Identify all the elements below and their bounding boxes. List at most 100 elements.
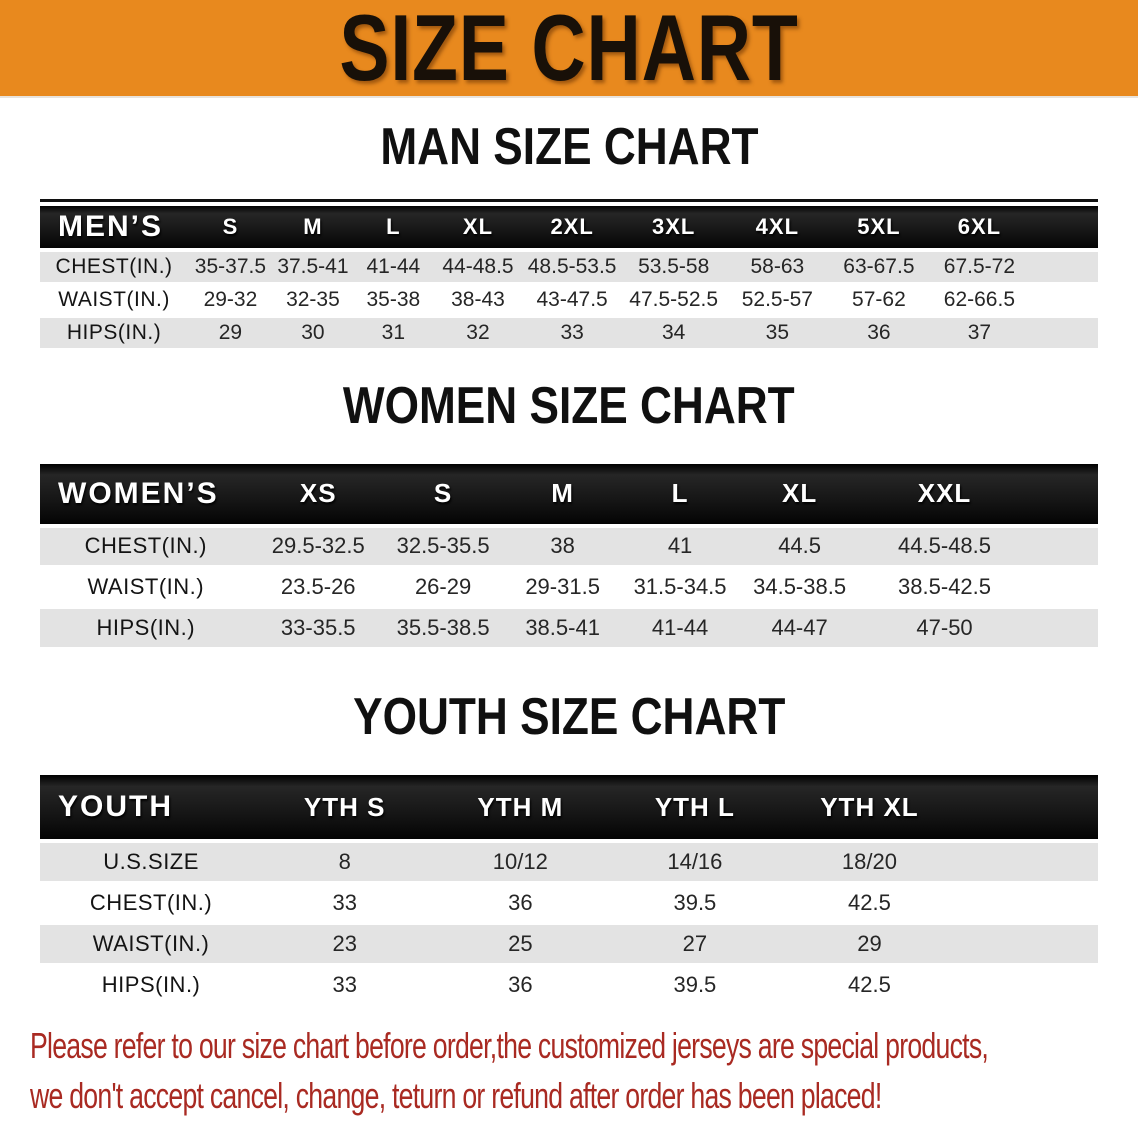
table-header-row: WOMEN’S XS S M L XL XXL [40,463,1098,526]
row-filler-cell [962,882,1098,925]
table-row: U.S.SIZE 8 10/12 14/16 18/20 [40,839,1098,884]
value-cell: 32-35 [272,283,354,318]
value-cell: 42.5 [776,882,963,925]
size-column-header: XS [251,463,385,526]
size-column-header: 6XL [928,206,1031,250]
row-filler-cell [1030,283,1098,318]
table-row: WAIST(IN.) 29-32 32-35 35-38 38-43 43-47.5 47.… [40,283,1098,318]
value-cell: 37.5-41 [272,248,354,285]
size-column-header: YTH M [427,775,614,841]
header-filler-cell [1030,206,1098,250]
value-cell: 48.5-53.5 [522,248,622,285]
value-cell: 29 [776,923,963,966]
value-cell: 62-66.5 [928,283,1031,318]
row-label-cell: WAIST(IN.) [40,923,263,966]
row-label-cell: WAIST(IN.) [40,566,252,609]
size-column-header: 5XL [829,206,929,250]
value-cell: 47.5-52.5 [621,283,726,318]
table-row: CHEST(IN.) 35-37.5 37.5-41 41-44 44-48.5 48.5… [40,248,1098,285]
men-section-heading-text: MAN SIZE CHART [379,118,759,176]
disclaimer-line-2: we don't accept cancel, change, teturn o… [30,1074,882,1116]
youth-section-heading: YOUTH SIZE CHART [0,688,1138,755]
table-row: WAIST(IN.) 23 25 27 29 [40,923,1098,966]
value-cell: 34.5-38.5 [736,566,864,609]
value-cell: 36 [427,882,614,925]
disclaimer-line-1: Please refer to our size chart before or… [30,1024,989,1066]
row-label-cell: CHEST(IN.) [40,248,189,285]
size-column-header: S [384,463,502,526]
size-column-header: XL [736,463,864,526]
row-filler-cell [1026,607,1098,650]
value-cell: 8 [262,839,428,884]
value-cell: 38-43 [433,283,523,318]
value-cell: 31 [353,316,434,351]
men-section-heading: MAN SIZE CHART [0,118,1138,185]
value-cell: 29.5-32.5 [251,523,385,568]
value-cell: 36 [829,316,929,351]
value-cell: 35-37.5 [188,248,273,285]
table-row: HIPS(IN.) 33-35.5 35.5-38.5 38.5-41 41-44 44-… [40,607,1098,650]
value-cell: 29-31.5 [501,566,624,609]
row-label-cell: HIPS(IN.) [40,607,252,650]
value-cell: 29 [188,316,273,351]
row-label-cell: U.S.SIZE [40,839,263,884]
value-cell: 14/16 [613,839,777,884]
value-cell: 33 [262,964,428,1007]
youth-section-heading-text: YOUTH SIZE CHART [352,688,786,746]
size-column-header: S [188,206,273,250]
value-cell: 25 [427,923,614,966]
value-cell: 37 [928,316,1031,351]
value-cell: 31.5-34.5 [623,566,737,609]
value-cell: 32.5-35.5 [384,523,502,568]
value-cell: 36 [427,964,614,1007]
row-filler-cell [1030,316,1098,351]
value-cell: 44-48.5 [433,248,523,285]
header-filler-cell [1026,463,1098,526]
value-cell: 63-67.5 [829,248,929,285]
value-cell: 23 [262,923,428,966]
value-cell: 38 [501,523,624,568]
value-cell: 52.5-57 [725,283,830,318]
value-cell: 38.5-42.5 [863,566,1026,609]
page-title: SIZE CHART [339,0,799,100]
women-section-heading: WOMEN SIZE CHART [0,380,1138,444]
header-filler-cell [962,775,1098,841]
table-title-cell: YOUTH [40,775,263,841]
value-cell: 57-62 [829,283,929,318]
size-column-header: M [501,463,624,526]
youth-section: YOUTH SIZE CHART YOUTH YTH S YTH M YTH L YTH… [0,688,1138,1007]
value-cell: 41-44 [623,607,737,650]
value-cell: 33 [522,316,622,351]
size-column-header: YTH XL [776,775,963,841]
size-column-header: L [353,206,434,250]
value-cell: 38.5-41 [501,607,624,650]
value-cell: 39.5 [613,964,777,1007]
table-row: CHEST(IN.) 29.5-32.5 32.5-35.5 38 41 44.5 44.5… [40,523,1098,568]
value-cell: 27 [613,923,777,966]
table-title-cell: WOMEN’S [40,463,252,526]
men-size-table: MEN’S S M L XL 2XL 3XL 4XL 5XL 6XL CHEST(IN.) 35-37… [40,206,1098,351]
row-filler-cell [1030,248,1098,285]
table-row: HIPS(IN.) 33 36 39.5 42.5 [40,964,1098,1007]
row-filler-cell [962,923,1098,966]
row-label-cell: CHEST(IN.) [40,523,252,568]
value-cell: 30 [272,316,354,351]
size-column-header: 4XL [725,206,830,250]
size-column-header: M [272,206,354,250]
row-label-cell: CHEST(IN.) [40,882,263,925]
disclaimer: Please refer to our size chart before or… [30,1021,1138,1121]
size-column-header: L [623,463,737,526]
size-column-header: YTH L [613,775,777,841]
value-cell: 67.5-72 [928,248,1031,285]
women-section: WOMEN SIZE CHART WOMEN’S XS S M L XL XXL CHEST(… [0,380,1138,650]
table-header-row: YOUTH YTH S YTH M YTH L YTH XL [40,775,1098,841]
row-label-cell: WAIST(IN.) [40,283,189,318]
size-column-header: 2XL [522,206,622,250]
row-filler-cell [1026,523,1098,568]
size-column-header: XL [433,206,523,250]
value-cell: 35.5-38.5 [384,607,502,650]
value-cell: 47-50 [863,607,1026,650]
value-cell: 41-44 [353,248,434,285]
value-cell: 39.5 [613,882,777,925]
value-cell: 41 [623,523,737,568]
